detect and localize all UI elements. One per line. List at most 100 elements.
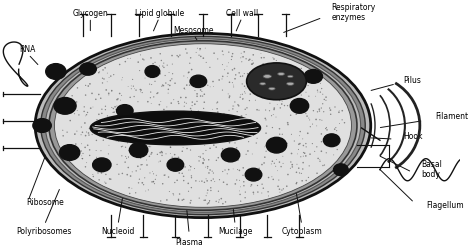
Point xyxy=(212,145,220,149)
Point xyxy=(181,88,189,92)
Point xyxy=(163,198,171,202)
Point xyxy=(302,112,310,116)
Point xyxy=(233,134,240,138)
Point xyxy=(191,89,199,93)
Point xyxy=(231,100,238,104)
Ellipse shape xyxy=(49,41,357,210)
Point xyxy=(98,171,105,175)
Point xyxy=(175,155,182,159)
Point xyxy=(259,95,266,99)
Ellipse shape xyxy=(245,168,262,181)
Point xyxy=(275,99,283,103)
Point xyxy=(241,107,249,111)
Point xyxy=(262,144,270,148)
Point xyxy=(262,131,270,135)
Point xyxy=(68,94,76,98)
Point xyxy=(73,108,81,112)
Point xyxy=(221,68,228,72)
Point xyxy=(237,192,244,196)
Point xyxy=(112,139,120,143)
Point xyxy=(319,102,327,106)
Point xyxy=(127,174,134,178)
Point xyxy=(338,109,346,113)
Point xyxy=(92,97,100,101)
Point xyxy=(194,132,202,136)
Point xyxy=(300,161,307,165)
Point xyxy=(323,128,331,132)
Point xyxy=(71,132,79,136)
Point xyxy=(185,110,193,114)
Point xyxy=(295,166,302,170)
Point xyxy=(139,151,147,155)
Point xyxy=(155,134,162,138)
Text: Nucleoid: Nucleoid xyxy=(101,227,135,236)
Point xyxy=(225,50,233,54)
Point xyxy=(196,47,204,51)
Point xyxy=(244,149,252,153)
Point xyxy=(270,82,278,86)
Point xyxy=(269,56,277,60)
Point xyxy=(293,162,301,166)
Point xyxy=(107,74,115,78)
Point xyxy=(214,110,221,114)
Point xyxy=(59,134,67,138)
Point xyxy=(109,107,117,111)
Point xyxy=(162,81,170,85)
Point xyxy=(66,146,74,150)
Point xyxy=(210,177,217,181)
Point xyxy=(278,85,285,89)
Point xyxy=(269,77,277,81)
Point xyxy=(248,59,256,62)
Point xyxy=(147,101,155,105)
Point xyxy=(268,114,275,118)
Point xyxy=(73,86,81,90)
Point xyxy=(277,165,285,169)
Point xyxy=(202,165,210,169)
Point xyxy=(143,152,150,156)
Point xyxy=(155,103,163,107)
Point xyxy=(272,92,280,96)
Point xyxy=(219,88,226,92)
Point xyxy=(171,131,178,135)
Point xyxy=(200,75,208,79)
Point xyxy=(189,100,196,104)
Point xyxy=(240,184,248,188)
Point xyxy=(169,192,177,196)
Point xyxy=(182,47,190,51)
Point xyxy=(143,163,151,167)
Point xyxy=(168,119,176,123)
Ellipse shape xyxy=(54,98,76,114)
Point xyxy=(139,57,146,61)
Point xyxy=(150,172,157,176)
Point xyxy=(303,114,311,118)
Point xyxy=(189,81,196,85)
Point xyxy=(136,177,143,181)
Point xyxy=(223,74,231,78)
Point xyxy=(313,124,320,128)
Point xyxy=(306,152,314,156)
Point xyxy=(160,108,168,112)
Point xyxy=(104,114,111,118)
Point xyxy=(125,116,132,120)
Point xyxy=(279,75,287,79)
Point xyxy=(171,81,179,85)
Point xyxy=(141,141,148,145)
Point xyxy=(150,179,157,183)
Point xyxy=(197,155,204,159)
Point xyxy=(204,202,211,206)
Ellipse shape xyxy=(323,134,340,147)
Point xyxy=(134,100,142,104)
Point xyxy=(237,74,244,78)
Text: Respiratory
enzymes: Respiratory enzymes xyxy=(332,3,376,22)
Point xyxy=(242,190,249,194)
Point xyxy=(201,92,208,96)
Point xyxy=(191,120,198,124)
Point xyxy=(130,143,137,147)
Point xyxy=(219,118,227,122)
Point xyxy=(85,133,93,137)
Point xyxy=(82,145,89,149)
Point xyxy=(239,166,247,170)
Point xyxy=(161,173,169,177)
Point xyxy=(176,53,184,57)
Point xyxy=(229,83,237,87)
